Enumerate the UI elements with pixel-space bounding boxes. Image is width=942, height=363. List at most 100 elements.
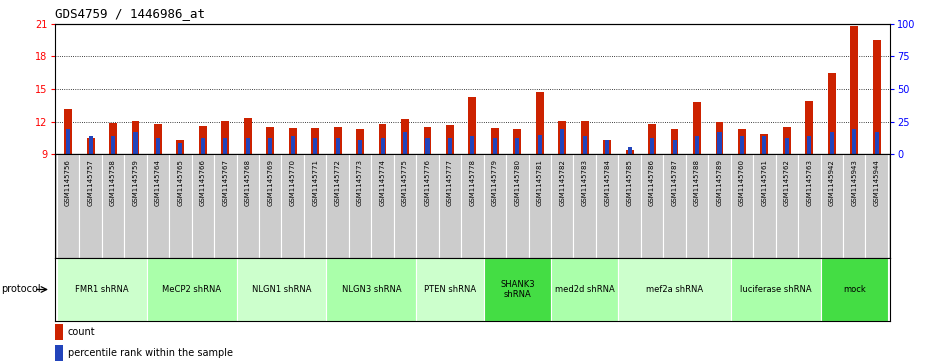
Text: GSM1145786: GSM1145786 bbox=[649, 159, 655, 207]
Bar bbox=[470, 136, 475, 154]
Bar bbox=[754, 154, 775, 258]
Text: GSM1145761: GSM1145761 bbox=[761, 159, 768, 207]
Text: luciferase shRNA: luciferase shRNA bbox=[739, 285, 811, 294]
Bar bbox=[267, 127, 274, 154]
Bar bbox=[483, 154, 506, 258]
Bar bbox=[371, 154, 394, 258]
Bar bbox=[830, 132, 834, 154]
Bar bbox=[102, 154, 124, 258]
Text: GSM1145769: GSM1145769 bbox=[268, 159, 273, 207]
Bar bbox=[87, 138, 94, 154]
Bar bbox=[55, 324, 63, 340]
Bar bbox=[291, 136, 295, 154]
Bar bbox=[356, 129, 364, 154]
Bar bbox=[605, 140, 609, 154]
Bar bbox=[551, 258, 618, 321]
Bar bbox=[416, 258, 483, 321]
Bar bbox=[178, 143, 183, 154]
Text: GSM1145787: GSM1145787 bbox=[672, 159, 677, 207]
Text: NLGN3 shRNA: NLGN3 shRNA bbox=[342, 285, 401, 294]
Bar bbox=[223, 138, 227, 154]
Bar bbox=[515, 138, 519, 154]
Bar bbox=[199, 126, 207, 154]
Bar bbox=[424, 127, 431, 154]
Text: GSM1145778: GSM1145778 bbox=[469, 159, 476, 207]
Text: PTEN shRNA: PTEN shRNA bbox=[424, 285, 476, 294]
Bar bbox=[528, 154, 551, 258]
Bar bbox=[236, 258, 327, 321]
Text: GDS4759 / 1446986_at: GDS4759 / 1446986_at bbox=[55, 7, 204, 20]
Bar bbox=[738, 129, 746, 154]
Text: GSM1145789: GSM1145789 bbox=[717, 159, 723, 207]
Bar bbox=[426, 138, 430, 154]
Text: GSM1145943: GSM1145943 bbox=[852, 159, 857, 206]
Bar bbox=[147, 154, 170, 258]
Text: GSM1145784: GSM1145784 bbox=[604, 159, 610, 206]
Bar bbox=[513, 129, 521, 154]
Text: GSM1145776: GSM1145776 bbox=[425, 159, 430, 207]
Bar bbox=[716, 122, 723, 154]
Bar bbox=[156, 138, 160, 154]
Bar bbox=[625, 150, 634, 154]
Bar bbox=[191, 154, 214, 258]
Text: GSM1145756: GSM1145756 bbox=[65, 159, 71, 206]
Bar bbox=[439, 154, 462, 258]
Bar bbox=[775, 154, 798, 258]
Bar bbox=[559, 121, 566, 154]
Text: GSM1145760: GSM1145760 bbox=[739, 159, 745, 207]
Bar bbox=[311, 128, 319, 154]
Bar bbox=[762, 136, 767, 154]
Text: GSM1145762: GSM1145762 bbox=[784, 159, 790, 206]
Bar bbox=[111, 136, 115, 154]
Bar bbox=[401, 119, 409, 154]
Text: GSM1145780: GSM1145780 bbox=[514, 159, 520, 207]
Bar bbox=[246, 138, 250, 154]
Bar bbox=[462, 154, 483, 258]
Bar bbox=[807, 136, 811, 154]
Bar bbox=[731, 154, 754, 258]
Bar bbox=[313, 138, 317, 154]
Bar bbox=[483, 258, 551, 321]
Bar bbox=[820, 154, 843, 258]
Bar bbox=[304, 154, 327, 258]
Bar bbox=[718, 132, 722, 154]
Bar bbox=[349, 154, 371, 258]
Bar bbox=[57, 258, 147, 321]
Text: GSM1145777: GSM1145777 bbox=[447, 159, 453, 207]
Bar bbox=[403, 132, 407, 154]
Bar bbox=[448, 138, 452, 154]
Bar bbox=[282, 154, 304, 258]
Bar bbox=[851, 26, 858, 154]
Bar bbox=[176, 140, 185, 154]
Text: GSM1145773: GSM1145773 bbox=[357, 159, 363, 207]
Bar bbox=[798, 154, 820, 258]
Bar bbox=[491, 128, 499, 154]
Bar bbox=[327, 258, 416, 321]
Text: NLGN1 shRNA: NLGN1 shRNA bbox=[252, 285, 311, 294]
Text: GSM1145758: GSM1145758 bbox=[110, 159, 116, 206]
Bar bbox=[760, 134, 769, 154]
Bar bbox=[843, 154, 866, 258]
Text: GSM1145779: GSM1145779 bbox=[492, 159, 498, 207]
Bar bbox=[259, 154, 282, 258]
Bar bbox=[394, 154, 416, 258]
Bar bbox=[244, 118, 252, 154]
Bar bbox=[627, 147, 632, 154]
Bar bbox=[648, 124, 656, 154]
Bar bbox=[708, 154, 731, 258]
Bar bbox=[686, 154, 708, 258]
Bar bbox=[560, 129, 564, 154]
Bar bbox=[132, 121, 139, 154]
Text: GSM1145771: GSM1145771 bbox=[312, 159, 318, 207]
Bar bbox=[89, 136, 92, 154]
Text: GSM1145944: GSM1145944 bbox=[874, 159, 880, 206]
Bar bbox=[551, 154, 574, 258]
Bar bbox=[618, 258, 731, 321]
Bar bbox=[358, 140, 362, 154]
Text: protocol: protocol bbox=[1, 285, 41, 294]
Bar bbox=[693, 102, 701, 154]
Text: count: count bbox=[68, 327, 95, 337]
Bar bbox=[574, 154, 596, 258]
Bar bbox=[785, 138, 788, 154]
Text: GSM1145781: GSM1145781 bbox=[537, 159, 543, 207]
